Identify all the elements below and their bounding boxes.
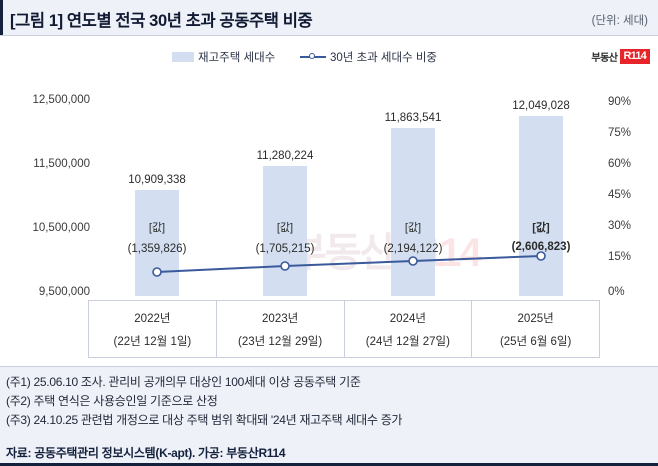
value-tag-2024: [값] [404, 222, 422, 234]
bar-2022[interactable] [135, 190, 179, 296]
y2-axis-tick-label: 90% [608, 96, 632, 108]
legend-item-line: 30년 초과 세대수 비중 [300, 49, 437, 65]
legend-bar-swatch-icon [172, 52, 194, 62]
chart-legend: 재고주택 세대수 30년 초과 세대수 비중 [0, 44, 658, 72]
y2-axis-tick-label: 45% [608, 189, 632, 201]
bar-2025[interactable] [519, 116, 563, 296]
chart-plot-area: 부동산R114 12,500,000 11,500,000 10,500,000… [0, 80, 658, 302]
category-year-2025: 2025년 [517, 312, 554, 325]
category-date-2023: (23년 12월 29일) [238, 335, 323, 348]
y-axis-tick-label: 9,500,000 [38, 286, 90, 298]
line-marker-2025 [536, 251, 546, 261]
value-tag-2022: [값] [148, 222, 166, 234]
footnote-1: (주1) 25.06.10 조사. 관리비 공개의무 대상인 100세대 이상 … [6, 375, 361, 389]
legend-line-swatch-icon [300, 52, 326, 62]
line-marker-2024 [408, 256, 418, 266]
category-cell-2024: 2024년 (24년 12월 27일) [345, 301, 473, 357]
bar-value-label-2025: 12,049,028 [512, 100, 570, 112]
unit-note: (단위: 세대) [591, 15, 648, 27]
y-axis-tick-label: 11,500,000 [33, 158, 90, 170]
line-marker-2022 [152, 267, 162, 277]
category-year-2024: 2024년 [389, 312, 426, 325]
trend-line-chart [152, 251, 546, 277]
line-point-label-2025: (2,606,823) [511, 241, 571, 253]
y-axis-tick-label: 12,500,000 [32, 94, 90, 106]
bar-value-label-2022: 10,909,338 [128, 174, 186, 186]
category-cell-2023: 2023년 (23년 12월 29일) [217, 301, 345, 357]
y2-axis-tick-label: 15% [608, 251, 632, 263]
category-cell-2025: 2025년 (25년 6월 6일) [472, 301, 599, 357]
legend-line-label: 30년 초과 세대수 비중 [330, 52, 438, 64]
y-axis-tick-label: 10,500,000 [32, 222, 90, 234]
bar-2024[interactable] [391, 128, 435, 296]
legend-item-bar: 재고주택 세대수 [172, 49, 275, 65]
line-point-label-2023: (1,705,215) [255, 243, 315, 255]
value-tag-2025: [값] [532, 222, 550, 234]
legend-bar-label: 재고주택 세대수 [198, 52, 276, 64]
y2-axis-tick-label: 75% [608, 127, 632, 139]
bar-value-label-2024: 11,863,541 [384, 112, 442, 124]
source-line: 자료: 공동주택관리 정보시스템(K-apt). 가공: 부동산R114 [6, 446, 286, 460]
y2-axis-tick-label: 60% [608, 158, 632, 170]
category-date-2022: (22년 12월 1일) [113, 335, 192, 348]
page-title: [그림 1] 연도별 전국 30년 초과 공동주택 비중 [10, 12, 313, 30]
value-tag-2023: [값] [276, 222, 294, 234]
line-point-label-2024: (2,194,122) [383, 243, 443, 255]
category-year-2022: 2022년 [134, 312, 171, 325]
trend-line-path [156, 255, 542, 273]
line-point-label-2022: (1,359,826) [127, 243, 187, 255]
footnote-3: (주3) 24.10.25 관련법 개정으로 대상 주택 범위 확대돼 '24년… [6, 413, 403, 427]
category-axis-table: 2022년 (22년 12월 1일) 2023년 (23년 12월 29일) 2… [88, 300, 600, 358]
y2-axis-tick-label: 30% [608, 220, 632, 232]
footnotes-panel: (주1) 25.06.10 조사. 관리비 공개의무 대상인 100세대 이상 … [0, 366, 658, 466]
brand-logo-text: 부동산 [591, 53, 618, 65]
category-date-2024: (24년 12월 27일) [365, 335, 450, 348]
bar-2023[interactable] [263, 166, 307, 296]
line-marker-2023 [280, 261, 290, 271]
category-year-2023: 2023년 [262, 312, 299, 325]
footnote-2: (주2) 주택 연식은 사용승인일 기준으로 산정 [6, 394, 218, 408]
brand-logo-mark: R114 [619, 49, 650, 65]
bar-value-label-2023: 11,280,224 [256, 150, 314, 162]
category-cell-2022: 2022년 (22년 12월 1일) [89, 301, 217, 357]
chart-title-bar: [그림 1] 연도별 전국 30년 초과 공동주택 비중 (단위: 세대) [0, 0, 658, 36]
category-date-2025: (25년 6월 6일) [499, 335, 572, 348]
brand-logo: 부동산 R114 [591, 49, 650, 65]
y2-axis-tick-label: 0% [608, 286, 625, 298]
